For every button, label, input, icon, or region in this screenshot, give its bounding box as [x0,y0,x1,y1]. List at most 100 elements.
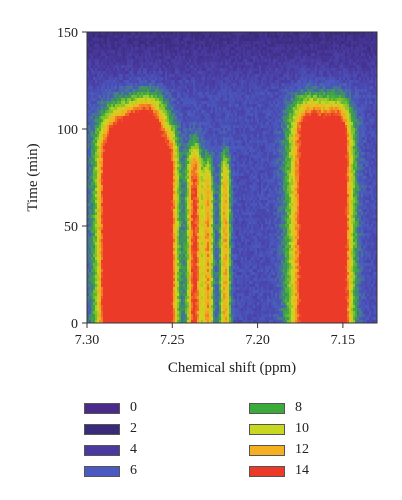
heatmap-cell [103,101,106,105]
heatmap-cell [353,128,356,132]
heatmap-cell [221,116,224,120]
heatmap-cell [263,65,266,69]
heatmap-cell [247,128,250,132]
heatmap-cell [187,53,190,57]
heatmap-cell [305,107,308,111]
heatmap-cell [235,77,238,81]
heatmap-cell [213,38,216,42]
heatmap-cell [309,71,312,75]
heatmap-cell [329,125,332,129]
heatmap-cell [225,119,228,123]
heatmap-cell [161,62,164,66]
heatmap-cell [189,74,192,78]
heatmap-cell [133,83,136,87]
heatmap-cell [119,41,122,45]
heatmap-cell [129,92,132,96]
heatmap-cell [357,62,360,66]
heatmap-cell [197,98,200,102]
heatmap-cell [283,80,286,84]
heatmap-cell [213,122,216,126]
heatmap-cell [161,77,164,81]
heatmap-cell [345,131,348,135]
heatmap-cell [269,98,272,102]
heatmap-cell [141,134,144,138]
heatmap-cell [107,62,110,66]
heatmap-cell [137,74,140,78]
heatmap-cell [183,83,186,87]
heatmap-cell [307,41,310,45]
heatmap-cell [325,71,328,75]
heatmap-cell [205,113,208,117]
heatmap-cell [195,80,198,84]
heatmap-cell [231,80,234,84]
heatmap-cell [291,131,294,135]
heatmap-cell [273,65,276,69]
heatmap-cell [241,92,244,96]
heatmap-cell [375,53,378,57]
heatmap-cell [121,68,124,72]
heatmap-cell [265,122,268,126]
heatmap-cell [199,80,202,84]
heatmap-cell [269,110,272,114]
heatmap-cell [283,62,286,66]
heatmap-cell [187,35,190,39]
heatmap-cell [143,110,146,114]
heatmap-cell [307,74,310,78]
heatmap-cell [157,38,160,42]
heatmap-cell [367,116,370,120]
heatmap-cell [373,98,376,102]
heatmap-cell [291,59,294,63]
heatmap-cell [159,110,162,114]
heatmap-cell [165,77,168,81]
heatmap-cell [207,86,210,90]
heatmap-cell [141,77,144,81]
heatmap-cell [285,59,288,63]
heatmap-cell [235,113,238,117]
heatmap-cell [211,119,214,123]
heatmap-cell [297,80,300,84]
heatmap-cell [321,44,324,48]
heatmap-cell [353,74,356,78]
heatmap-cell [87,35,90,39]
heatmap-cell [261,104,264,108]
heatmap-cell [373,44,376,48]
heatmap-cell [115,113,118,117]
heatmap-cell [371,110,374,114]
heatmap-cell [161,86,164,90]
heatmap-cell [325,38,328,42]
heatmap-cell [325,110,328,114]
heatmap-cell [171,92,174,96]
heatmap-cell [155,89,158,93]
heatmap-cell [325,107,328,111]
heatmap-cell [129,71,132,75]
heatmap-cell [123,38,126,42]
heatmap-cell [87,80,90,84]
heatmap-cell [193,35,196,39]
heatmap-cell [213,32,216,36]
heatmap-cell [107,98,110,102]
heatmap-cell [319,77,322,81]
heatmap-cell [105,131,108,135]
heatmap-cell [369,65,372,69]
heatmap-cell [209,131,212,135]
heatmap-cell [139,122,142,126]
heatmap-cell [359,116,362,120]
heatmap-cell [105,62,108,66]
heatmap-cell [255,104,258,108]
heatmap-cell [373,131,376,135]
heatmap-cell [345,98,348,102]
heatmap-cell [215,134,218,138]
heatmap-cell [283,44,286,48]
heatmap-cell [219,47,222,51]
heatmap-cell [333,35,336,39]
heatmap-cell [121,110,124,114]
heatmap-cell [245,38,248,42]
heatmap-cell [103,134,106,138]
heatmap-cell [235,32,238,36]
heatmap-cell [283,113,286,117]
heatmap-cell [201,95,204,99]
heatmap-cell [219,107,222,111]
heatmap-cell [223,128,226,132]
heatmap-cell [109,77,112,81]
heatmap-cell [93,86,96,90]
